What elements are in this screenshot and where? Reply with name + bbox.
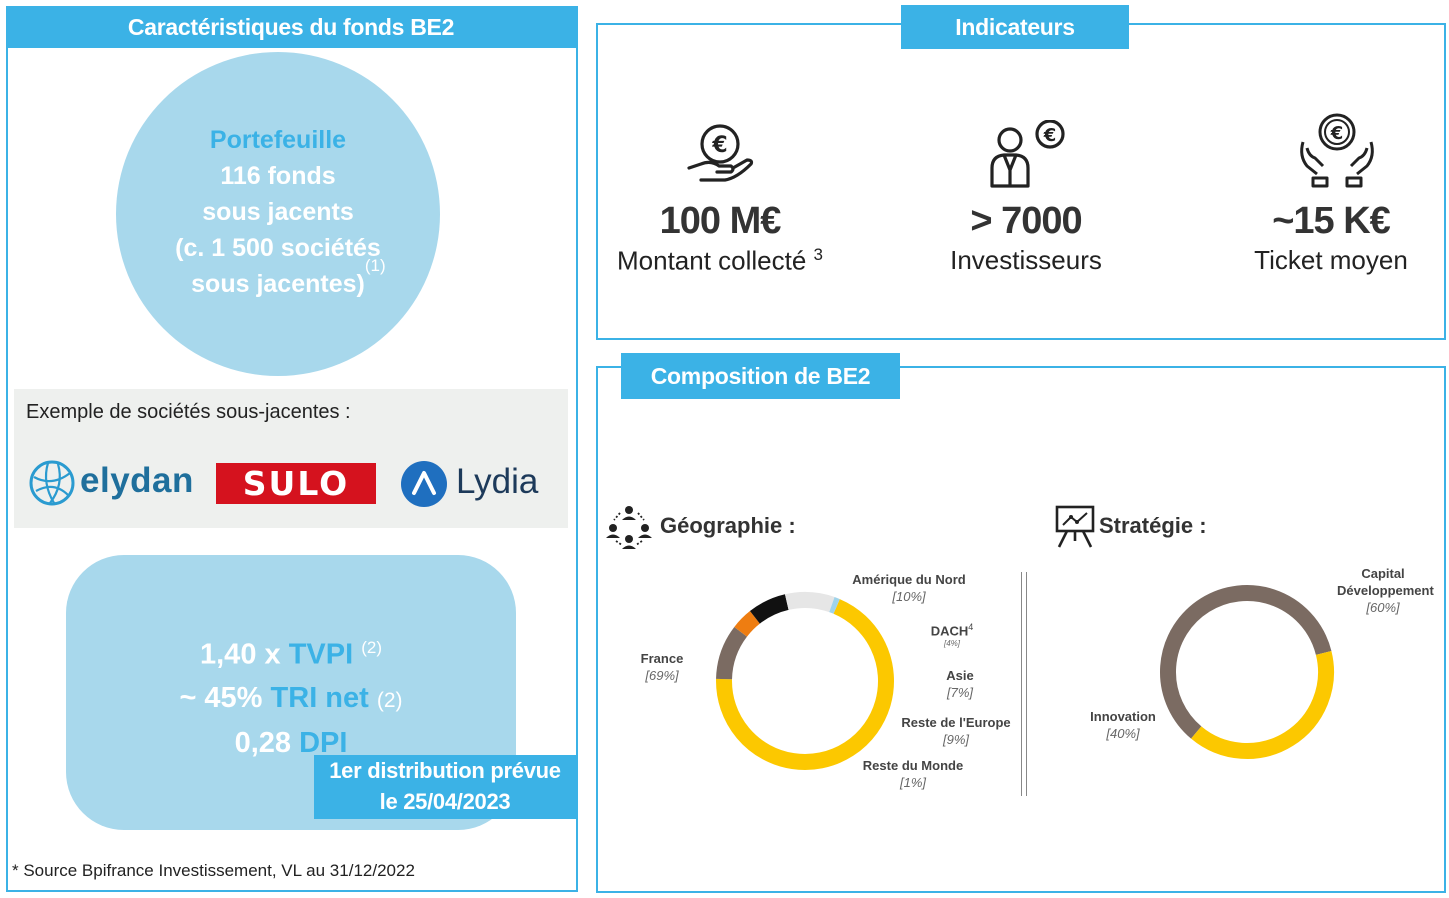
- geo-slice-dach: [734, 611, 761, 637]
- geography-title: Géographie :: [660, 513, 796, 538]
- svg-text:€: €: [711, 133, 727, 158]
- portfolio-line2: sous jacents: [202, 198, 354, 226]
- geo-label-rest-europe-value: [9%]: [942, 732, 969, 747]
- investor-euro-icon: €: [990, 120, 1065, 188]
- metric-dpi: 0,28 DPI: [66, 722, 516, 765]
- geo-label-dach: DACH4 [4%]: [920, 619, 984, 649]
- kpi-investors-value: > 7000: [970, 200, 1082, 242]
- portfolio-line3: (c. 1 500 sociétés: [175, 234, 381, 262]
- elydan-logo-text: elydan: [80, 461, 194, 500]
- composition-title: Composition de BE2: [621, 353, 900, 399]
- hands-euro-icon: €: [1300, 113, 1374, 188]
- metric-tvpi-name: TVPI: [288, 638, 354, 671]
- examples-label: Exemple de sociétés sous-jacentes :: [26, 401, 351, 423]
- geo-slice-reste-du-monde: [829, 597, 840, 614]
- strategy-title: Stratégie :: [1099, 513, 1207, 538]
- kpi-ticket: ~15 K€ Ticket moyen: [1216, 200, 1446, 276]
- distribution-line2: le 25/04/2023: [379, 789, 511, 814]
- portfolio-heading: Portefeuille: [209, 126, 347, 154]
- lydia-logo-text: Lydia: [456, 462, 539, 501]
- geo-label-rest-world: Reste du Monde [1%]: [852, 757, 974, 791]
- kpi-amount-label-row: Montant collecté 3: [605, 245, 835, 277]
- strat-label-capital-dev-value: [60%]: [1366, 600, 1400, 615]
- geo-label-rest-europe: Reste de l'Europe [9%]: [893, 714, 1019, 748]
- metrics-text: 1,40 x TVPI (2) ~ 45% TRI net (2) 0,28 D…: [66, 626, 516, 765]
- sulo-logo-text: SULO: [242, 464, 350, 503]
- strat-slice-innovation: [1191, 650, 1334, 759]
- strat-label-innovation-name: Innovation: [1090, 709, 1156, 724]
- geo-slice-france: [716, 599, 894, 770]
- geo-label-dach-row: DACH4: [920, 619, 984, 639]
- svg-text:€: €: [1043, 125, 1057, 146]
- geo-label-north-america: Amérique du Nord [10%]: [840, 571, 978, 605]
- distribution-banner: 1er distribution prévue le 25/04/2023: [314, 755, 576, 819]
- source-footnote: * Source Bpifrance Investissement, VL au…: [12, 861, 415, 880]
- portfolio-line4-row: sous jacentes) (1): [140, 256, 416, 302]
- strat-slice-capital-d-veloppement: [1160, 585, 1332, 739]
- metric-tvpi-note: (2): [361, 638, 382, 657]
- geo-label-asia-value: [7%]: [946, 685, 973, 700]
- kpi-amount-note: 3: [813, 245, 824, 264]
- geo-label-asia: Asie [7%]: [930, 667, 990, 701]
- geo-label-rest-world-name: Reste du Monde: [862, 758, 964, 773]
- metric-tri-name: TRI net: [270, 681, 369, 714]
- portfolio-bubble: [116, 52, 440, 376]
- geo-slice-asie: [749, 594, 789, 624]
- charts-divider: [1021, 572, 1027, 796]
- distribution-line1: 1er distribution prévue: [329, 758, 561, 783]
- svg-text:€: €: [1330, 123, 1344, 144]
- strat-label-capital-dev-name: Capital Développement: [1337, 566, 1434, 598]
- geo-slice-am-rique-du-nord: [716, 626, 748, 680]
- strat-label-capital-dev: Capital Développement [60%]: [1323, 565, 1443, 616]
- portfolio-note: (1): [364, 256, 386, 275]
- geo-label-dach-note: 4: [968, 622, 974, 632]
- kpi-investors-label: Investisseurs: [950, 245, 1102, 275]
- kpi-investors: > 7000 Investisseurs: [911, 200, 1141, 276]
- kpi-ticket-label: Ticket moyen: [1254, 245, 1408, 275]
- strat-label-innovation: Innovation [40%]: [1081, 708, 1165, 742]
- metric-tvpi-value: 1,40 x: [200, 638, 289, 671]
- metric-tri-note: (2): [376, 688, 403, 712]
- elydan-logo: elydan: [28, 459, 208, 509]
- geo-label-france-value: [69%]: [645, 668, 679, 683]
- portfolio-text: Portefeuille 116 fonds sous jacents (c. …: [140, 122, 416, 302]
- strat-label-innovation-value: [40%]: [1106, 726, 1140, 741]
- indicators-title: Indicateurs: [901, 5, 1129, 49]
- sulo-logo: SULO: [216, 463, 376, 504]
- geo-label-france: France [69%]: [630, 650, 694, 684]
- kpi-ticket-value: ~15 K€: [1272, 200, 1391, 242]
- examples-box: [14, 389, 568, 528]
- geo-label-north-america-value: [10%]: [892, 589, 926, 604]
- geo-label-dach-name: DACH: [930, 623, 969, 639]
- fund-characteristics-title: Caractéristiques du fonds BE2: [6, 6, 576, 48]
- metric-tvpi: 1,40 x TVPI (2): [66, 626, 516, 677]
- lydia-logo: Lydia: [400, 459, 560, 509]
- geo-slice-reste-de-l-europe: [784, 592, 835, 613]
- metric-dpi-value: 0,28: [234, 726, 300, 759]
- strategy-donut-chart: [1160, 585, 1334, 759]
- geo-label-asia-name: Asie: [946, 668, 974, 683]
- indicators-panel: [596, 23, 1446, 340]
- euro-hand-icon: €: [687, 124, 754, 182]
- portfolio-line4: sous jacentes): [191, 270, 365, 298]
- kpi-amount: 100 M€ Montant collecté 3: [605, 200, 835, 277]
- geo-label-rest-world-value: [1%]: [899, 775, 926, 790]
- portfolio-line1: 116 fonds: [220, 162, 336, 190]
- geo-label-dach-value: [4%]: [943, 639, 960, 649]
- strategy-board-icon: [1055, 505, 1095, 548]
- metric-tri-value: ~ 45%: [179, 681, 271, 714]
- geo-label-rest-europe-name: Reste de l'Europe: [901, 715, 1011, 730]
- geo-label-france-name: France: [640, 651, 684, 666]
- lydia-icon: [401, 461, 447, 507]
- geo-label-north-america-name: Amérique du Nord: [852, 572, 966, 587]
- network-people-icon: [606, 506, 652, 549]
- geography-donut-chart: [716, 592, 894, 770]
- metric-dpi-name: DPI: [299, 726, 348, 759]
- kpi-amount-label: Montant collecté: [616, 245, 807, 276]
- metric-tri: ~ 45% TRI net (2): [66, 677, 516, 722]
- kpi-amount-value: 100 M€: [659, 200, 782, 242]
- elydan-globe-icon: [29, 460, 75, 506]
